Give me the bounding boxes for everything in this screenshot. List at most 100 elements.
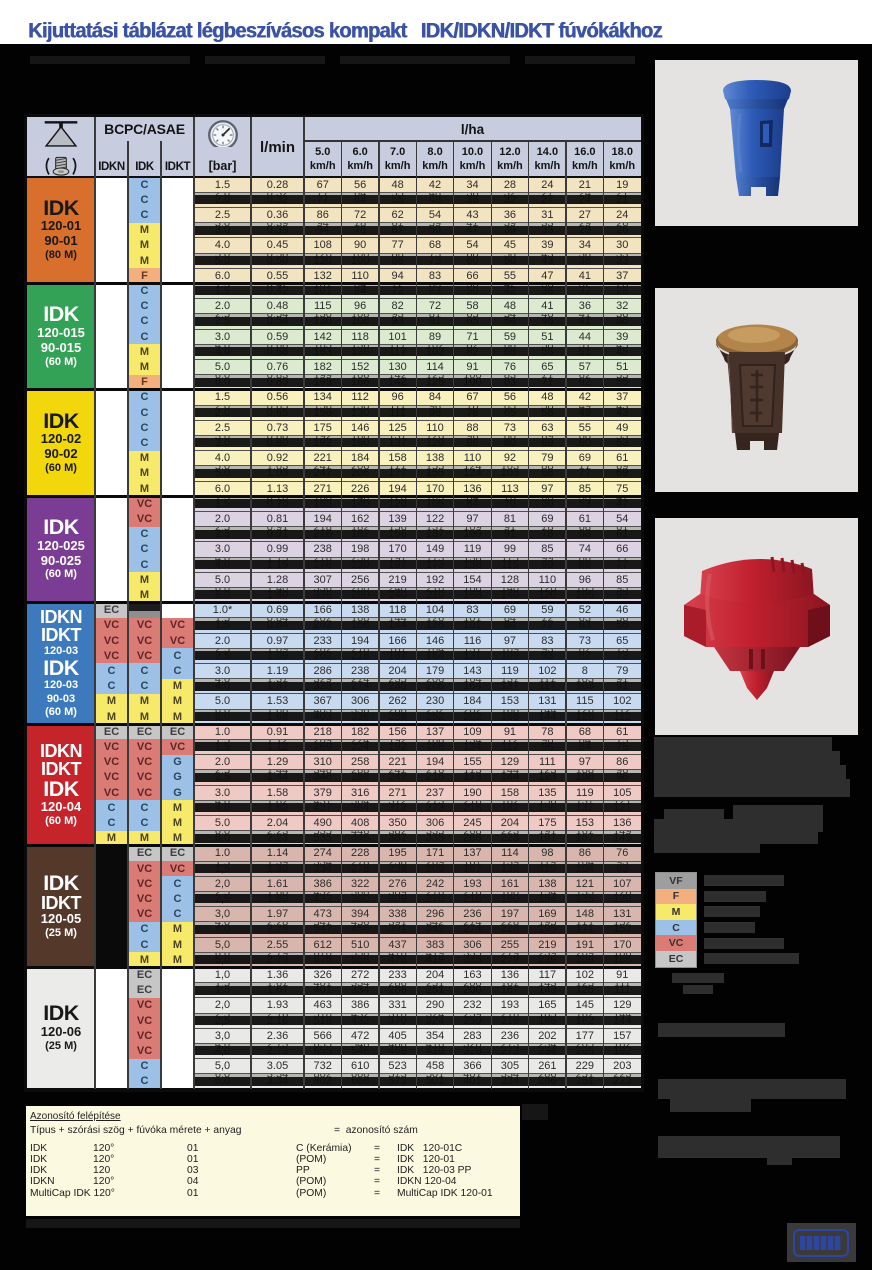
lha-value-cell: 138 (453, 557, 492, 573)
lha-value-cell: 53 (603, 435, 641, 451)
section-separator (27, 388, 641, 392)
lha-value-cell: 144 (491, 769, 529, 785)
lha-value-cell: 83 (528, 633, 567, 649)
lmin-cell: 1.58 (251, 785, 304, 801)
letter-cell-empty (95, 496, 128, 512)
section-label-line: IDKT (41, 893, 82, 914)
lha-value-cell: 247 (304, 465, 342, 481)
lha-value-cell: 182 (304, 359, 342, 375)
letter-cell-VC: VC (128, 861, 161, 877)
speed-header: 5.0 km/h (309, 145, 336, 172)
letter-cell-empty (95, 359, 128, 375)
lha-value-cell: 104 (566, 861, 604, 877)
lha-value-cell: 86 (603, 754, 641, 770)
lha-value-cell: 668 (341, 1073, 379, 1089)
lha-value-cell: 99 (491, 541, 529, 557)
lha-value-cell: 54 (416, 207, 454, 223)
lha-value-cell: 82 (453, 344, 492, 360)
lha-value-cell: 306 (416, 815, 454, 831)
blue-nozzle-illustration (722, 80, 791, 196)
pressure-cell: 2.5 (194, 313, 251, 329)
lha-value-cell: 335 (453, 952, 492, 968)
section-separator (27, 966, 641, 969)
lha-value-cell: 237 (416, 785, 454, 801)
letter-cell-empty (161, 982, 194, 998)
letter-cell-empty (161, 268, 194, 284)
lha-value-cell: 328 (453, 1043, 492, 1059)
lha-value-cell: 202 (304, 617, 342, 633)
lha-value-cell: 91 (603, 967, 641, 983)
lha-value-cell: 120 (528, 587, 567, 603)
lha-value-cell: 61 (603, 450, 641, 466)
lha-value-cell: 184 (341, 450, 379, 466)
lmin-cell: 1.36 (251, 967, 304, 983)
lha-value-cell: 78 (341, 222, 379, 238)
letter-cell-VC: VC (128, 633, 161, 649)
letter-cell-M: M (128, 222, 161, 238)
letter-cell-empty (161, 283, 194, 299)
lha-value-cell: 334 (491, 1073, 529, 1089)
letter-cell-empty (95, 1058, 128, 1074)
letter-cell-M: M (128, 359, 161, 375)
lha-value-cell: 60 (566, 435, 604, 451)
letter-cell-empty (95, 1043, 128, 1059)
lha-value-cell: 67 (304, 177, 342, 193)
lha-value-cell: 326 (304, 967, 342, 983)
lha-value-cell: 204 (378, 663, 417, 679)
lmin-cell: 0.80 (251, 435, 304, 451)
letter-cell-blacked (95, 861, 128, 877)
lha-value-cell: 33 (528, 222, 567, 238)
row-line (194, 906, 641, 908)
lmin-cell: 1.61 (251, 876, 304, 892)
redacted-smudge (522, 1104, 548, 1120)
section-label-idkn-idkt-idk-120-03: IDKN IDKT 120-03 IDK 120-03 90-03 (60 M) (27, 602, 95, 725)
letter-cell-empty (95, 283, 128, 299)
letter-cell-blacked (95, 921, 128, 937)
letter-cell-empty (95, 344, 128, 360)
lha-underline (304, 140, 641, 142)
column-line (160, 141, 162, 1089)
row-line (194, 693, 641, 695)
pressure-cell: 4.0 (194, 800, 251, 816)
section-label-line: 120-025 (37, 537, 85, 553)
lmin-cell: 0.56 (251, 389, 304, 405)
lha-value-cell: 206 (416, 678, 454, 694)
pressure-cell: 6.0 (194, 374, 251, 390)
lha-value-cell: 27 (528, 192, 567, 208)
lha-value-cell: 72 (341, 207, 379, 223)
lha-value-cell: 91 (491, 526, 529, 542)
lmin-cell: 0.83 (251, 374, 304, 390)
speed-header: 18.0 km/h (609, 145, 636, 172)
lha-value-cell: 177 (566, 1028, 604, 1044)
row-line (194, 480, 641, 482)
lha-value-cell: 97 (566, 754, 604, 770)
lha-value-cell: 437 (378, 937, 417, 953)
lha-value-cell: 56 (491, 389, 529, 405)
lha-value-cell: 144 (603, 1013, 641, 1029)
row-line (194, 206, 641, 208)
letter-cell-empty (161, 511, 194, 527)
lha-value-cell: 81 (416, 313, 454, 329)
letter-cell-C: C (95, 663, 128, 679)
lha-value-cell: 137 (491, 678, 529, 694)
lha-value-cell: 105 (603, 785, 641, 801)
pressure-cell: 6.0 (194, 587, 251, 603)
lmin-cell: 1.15 (251, 557, 304, 573)
row-line (194, 784, 641, 786)
section-label-line: 120-05 (40, 911, 82, 927)
letter-cell-empty (161, 541, 194, 557)
lha-value-cell: 309 (378, 891, 417, 907)
lha-value-cell: 230 (341, 557, 379, 573)
lha-value-cell: 143 (528, 982, 567, 998)
lha-value-cell: 162 (566, 1013, 604, 1029)
lmin-cell: 0.36 (251, 207, 304, 223)
lha-value-cell: 162 (341, 511, 379, 527)
lha-value-cell: 166 (378, 633, 417, 649)
letter-cell-M: M (95, 830, 128, 846)
letter-cell-M: M (161, 709, 194, 725)
lha-value-cell: 218 (304, 526, 342, 542)
section-separator (27, 1087, 641, 1091)
column-header-idkt: IDKT (164, 161, 191, 173)
lha-value-cell: 33 (603, 253, 641, 269)
lha-value-cell: 32 (566, 283, 604, 299)
